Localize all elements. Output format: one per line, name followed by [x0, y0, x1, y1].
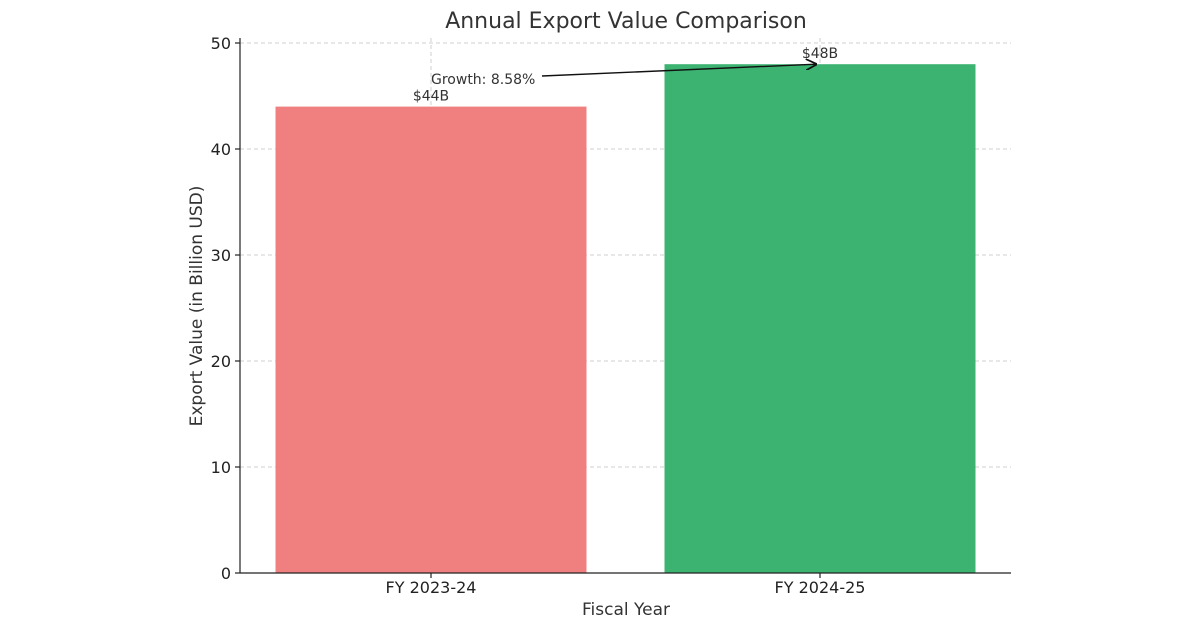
x-tick-label: FY 2024-25 [775, 578, 866, 597]
growth-arrow [541, 64, 816, 77]
x-axis-label: Fiscal Year [582, 600, 670, 620]
data-labels: $44B $48B [413, 46, 838, 104]
growth-annotation-text: Growth: 8.58% [431, 72, 535, 88]
bar-value-label: $48B [802, 46, 838, 62]
bars [275, 64, 976, 573]
y-axis-ticks: 0 10 20 30 40 50 [211, 34, 240, 583]
chart-title: Annual Export Value Comparison [445, 9, 807, 34]
bar-2 [664, 64, 976, 573]
growth-annotation: Growth: 8.58% [431, 64, 816, 88]
bar-1 [275, 106, 587, 573]
x-tick-label: FY 2023-24 [386, 578, 477, 597]
y-tick-label: 50 [211, 34, 231, 53]
y-tick-label: 0 [221, 564, 231, 583]
y-axis-label: Export Value (in Billion USD) [187, 186, 207, 427]
y-tick-label: 30 [211, 246, 231, 265]
bar-value-label: $44B [413, 89, 449, 105]
y-tick-label: 40 [211, 140, 231, 159]
x-axis-ticks: FY 2023-24 FY 2024-25 [386, 573, 866, 597]
y-tick-label: 20 [211, 352, 231, 371]
y-tick-label: 10 [211, 458, 231, 477]
